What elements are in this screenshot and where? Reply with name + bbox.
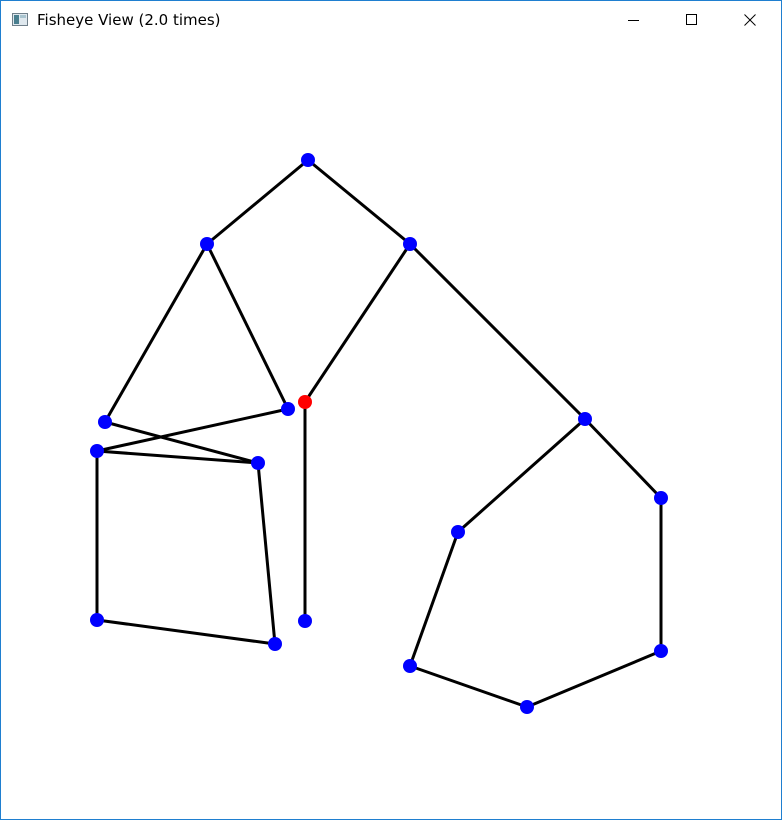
graph-node[interactable]: [654, 491, 668, 505]
title-bar[interactable]: Fisheye View (2.0 times): [1, 1, 781, 39]
graph-node[interactable]: [654, 644, 668, 658]
graph-node[interactable]: [251, 456, 265, 470]
graph-edge: [526, 649, 662, 709]
nodes-layer: [90, 153, 668, 714]
graph-node[interactable]: [298, 614, 312, 628]
graph-edge: [408, 242, 587, 421]
minimize-icon: [628, 20, 639, 21]
graph-edge: [104, 420, 259, 465]
graph-edge: [457, 417, 586, 534]
graph-edge: [409, 664, 528, 709]
graph-node-selected[interactable]: [298, 395, 312, 409]
maximize-icon: [686, 14, 697, 25]
window-icon: [12, 13, 28, 26]
graph-node[interactable]: [200, 237, 214, 251]
graph-node[interactable]: [90, 613, 104, 627]
graph-edge: [206, 158, 309, 246]
graph-edge: [408, 531, 460, 667]
close-icon: [744, 14, 756, 26]
graph-node[interactable]: [578, 412, 592, 426]
graph-edge: [96, 407, 289, 453]
graph-node[interactable]: [403, 659, 417, 673]
graph-node[interactable]: [281, 402, 295, 416]
graph-node[interactable]: [90, 444, 104, 458]
close-button[interactable]: [721, 1, 779, 39]
graph-edge: [256, 462, 277, 645]
graph-node[interactable]: [268, 637, 282, 651]
minimize-button[interactable]: [605, 1, 663, 39]
graph-edge: [96, 618, 276, 646]
graph-edge: [96, 449, 259, 465]
edges-layer: [95, 158, 663, 709]
graph-node[interactable]: [98, 415, 112, 429]
maximize-button[interactable]: [663, 1, 721, 39]
graph-node[interactable]: [520, 700, 534, 714]
graph-edge: [205, 243, 290, 410]
graph-node[interactable]: [451, 525, 465, 539]
window-title: Fisheye View (2.0 times): [37, 11, 221, 29]
graph-node[interactable]: [403, 237, 417, 251]
graph-edge: [303, 243, 412, 403]
graph-edge: [583, 417, 663, 500]
graph-edge: [307, 158, 411, 246]
graph-node[interactable]: [301, 153, 315, 167]
graph-edge: [103, 243, 209, 423]
